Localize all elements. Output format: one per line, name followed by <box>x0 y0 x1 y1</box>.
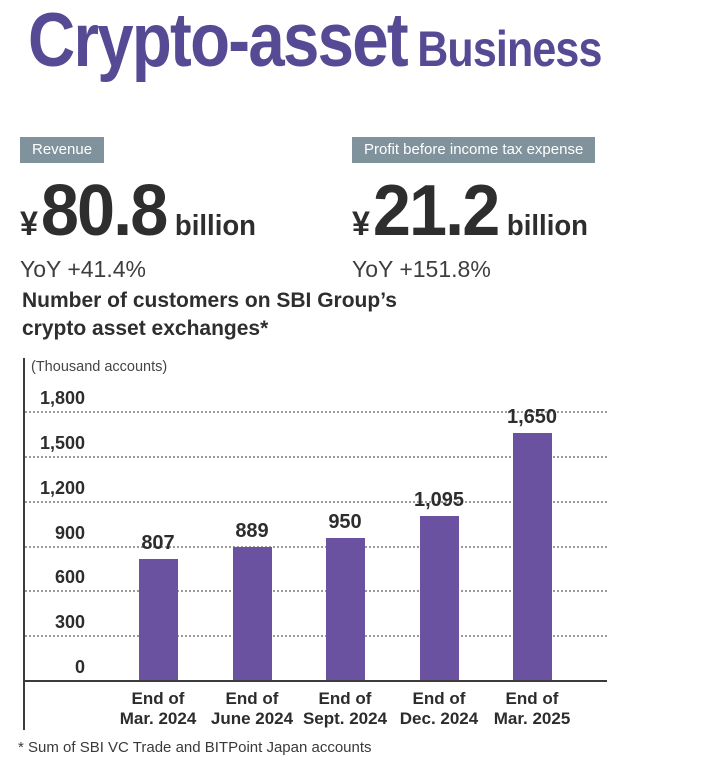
gridline <box>25 500 607 503</box>
profit-value: 21.2 <box>372 171 500 251</box>
y-tick-label: 1,500 <box>39 432 85 453</box>
x-tick-label: End of Dec. 2024 <box>399 689 479 728</box>
bar <box>325 538 365 680</box>
revenue-badge: Revenue <box>20 137 105 163</box>
bar-value-label: 950 <box>328 511 362 534</box>
bar <box>512 433 552 680</box>
revenue-metric: Revenue ¥ 80.8 billion YoY +41.4% <box>20 137 268 283</box>
yen-symbol: ¥ <box>20 205 38 243</box>
bar <box>232 547 272 680</box>
chart-unit-label: (Thousand accounts) <box>31 359 168 375</box>
x-tick-label: End of June 2024 <box>210 689 294 728</box>
gridline <box>25 455 607 458</box>
bar <box>419 516 459 680</box>
y-tick-label: 0 <box>74 657 85 677</box>
bar-value-label: 1,650 <box>506 406 558 429</box>
page-title-main: Crypto-asset <box>28 0 409 83</box>
page-title-sub: Business <box>417 21 602 77</box>
gridline <box>25 635 607 638</box>
yen-symbol: ¥ <box>352 205 370 243</box>
y-tick-label: 1,200 <box>39 477 85 498</box>
gridline <box>25 590 607 593</box>
profit-yoy: YoY +151.8% <box>352 256 491 282</box>
chart-plot: (Thousand accounts) 0 300 600 900 1,200 1,500… <box>23 358 607 730</box>
x-tick-label: End of Sept. 2024 <box>302 689 388 728</box>
revenue-unit: billion <box>174 210 257 242</box>
profit-badge: Profit before income tax expense <box>352 137 596 163</box>
footnote: * Sum of SBI VC Trade and BITPoint Japan… <box>18 739 372 756</box>
chart-x-axis-line <box>25 680 607 682</box>
profit-metric: Profit before income tax expense ¥ 21.2 … <box>352 137 600 283</box>
page-title: Crypto-asset Business <box>28 0 602 84</box>
gridline <box>25 545 607 548</box>
y-tick-label: 900 <box>54 522 85 543</box>
bar <box>138 559 178 680</box>
profit-value-row: ¥ 21.2 billion <box>352 175 588 247</box>
gridline <box>25 411 607 413</box>
y-tick-label: 600 <box>54 567 85 588</box>
bar-value-label: 807 <box>141 532 175 555</box>
x-tick-label: End of Mar. 2024 <box>119 689 197 728</box>
revenue-value: 80.8 <box>40 171 168 251</box>
y-tick-label: 1,800 <box>39 388 85 408</box>
y-tick-label: 300 <box>54 612 85 633</box>
chart-heading: Number of customers on SBI Group’s crypt… <box>22 289 397 340</box>
bar-value-label: 889 <box>235 520 269 543</box>
bar-value-label: 1,095 <box>413 489 465 512</box>
revenue-yoy: YoY +41.4% <box>20 256 146 282</box>
x-tick-label: End of Mar. 2025 <box>493 689 571 728</box>
profit-unit: billion <box>506 210 589 242</box>
revenue-value-row: ¥ 80.8 billion <box>20 175 256 247</box>
